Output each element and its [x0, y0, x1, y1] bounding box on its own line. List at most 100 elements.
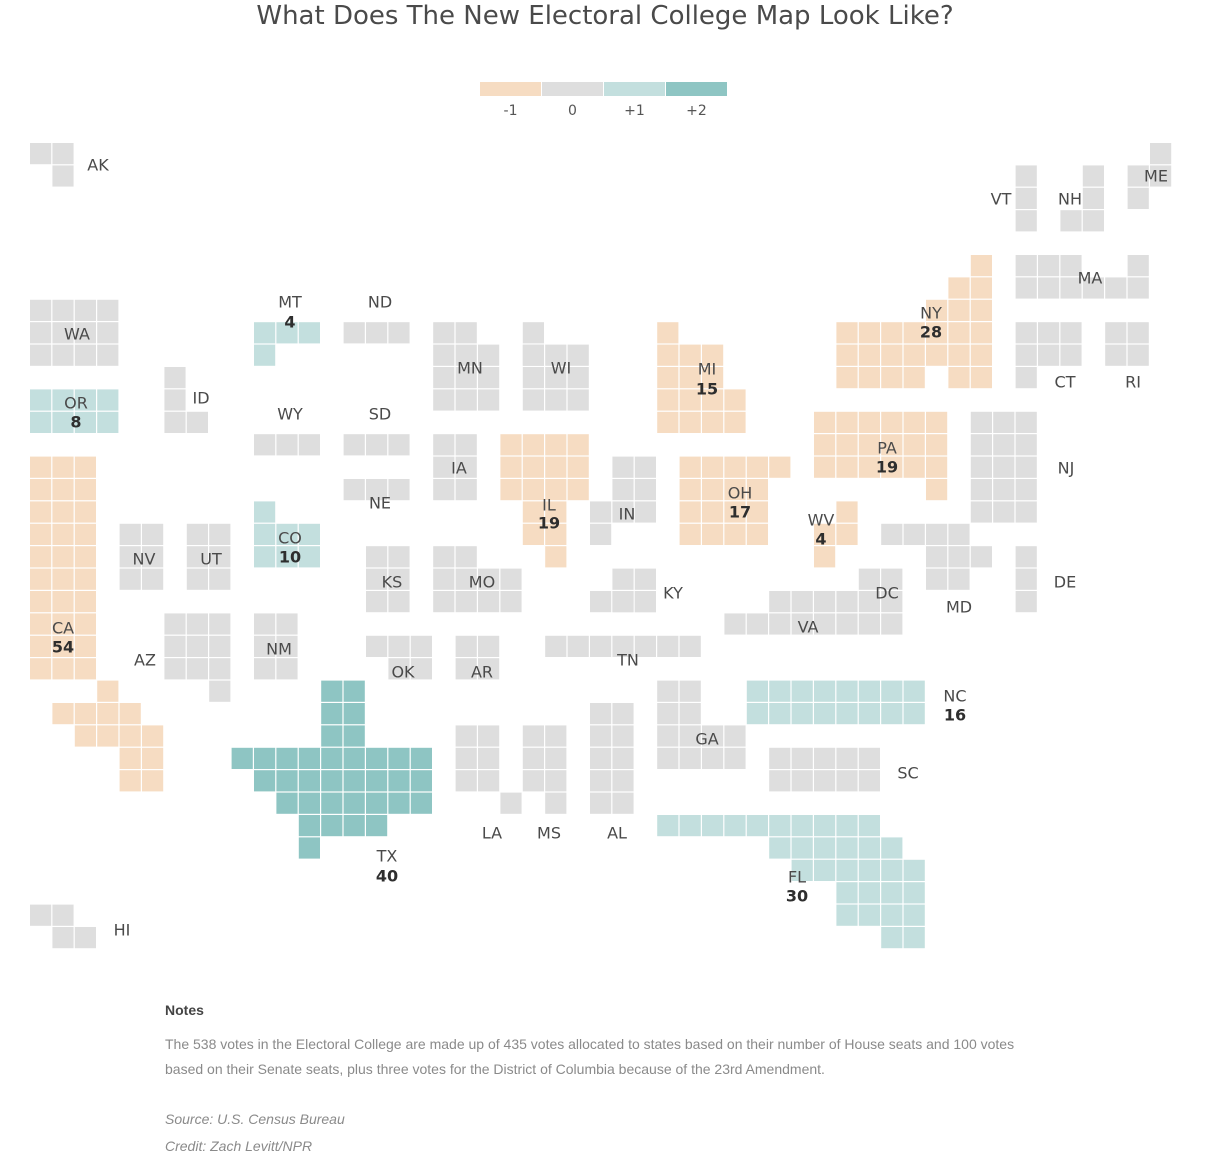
state-ak: AK — [30, 143, 109, 187]
vote-tile — [164, 367, 186, 389]
state-la: LA — [455, 725, 522, 843]
vote-tile — [724, 389, 746, 411]
vote-tile — [612, 456, 634, 478]
state-label: UT — [200, 550, 222, 569]
vote-tile — [1060, 277, 1082, 299]
vote-tile — [881, 456, 903, 478]
vote-tile — [814, 703, 836, 725]
state-label: VT — [991, 190, 1012, 209]
vote-tile — [657, 680, 679, 702]
vote-tile — [1127, 322, 1149, 344]
vote-tile — [1015, 434, 1037, 456]
vote-tile — [388, 591, 410, 613]
vote-tile — [858, 568, 880, 590]
vote-tile — [30, 546, 52, 568]
vote-tile — [836, 815, 858, 837]
vote-tile — [209, 680, 231, 702]
vote-tile — [119, 747, 141, 769]
legend-swatch — [480, 82, 541, 96]
vote-tile — [702, 501, 724, 523]
vote-tile — [836, 837, 858, 859]
vote-tile — [478, 568, 500, 590]
vote-tile — [276, 434, 298, 456]
vote-tile — [970, 456, 992, 478]
vote-tile — [343, 725, 365, 747]
vote-tile — [858, 837, 880, 859]
state-label: DC — [875, 584, 899, 603]
state-ct: CT — [1015, 322, 1082, 392]
vote-tile — [769, 680, 791, 702]
vote-tile — [746, 479, 768, 501]
vote-tile — [97, 703, 119, 725]
vote-tile — [903, 703, 925, 725]
vote-tile — [724, 613, 746, 635]
vote-tile — [433, 434, 455, 456]
vote-tile — [52, 927, 74, 949]
vote-tile — [455, 635, 477, 657]
state-vote-count: 8 — [70, 413, 81, 432]
state-vote-count: 4 — [815, 530, 826, 549]
vote-tile — [881, 523, 903, 545]
vote-tile — [657, 389, 679, 411]
state-label: IL — [542, 496, 556, 515]
vote-tile — [1082, 187, 1104, 209]
vote-tile — [702, 344, 724, 366]
vote-tile — [634, 635, 656, 657]
vote-tile — [343, 815, 365, 837]
vote-tile — [321, 770, 343, 792]
vote-tile — [746, 456, 768, 478]
vote-tile — [567, 389, 589, 411]
legend-label: +2 — [686, 103, 707, 119]
vote-tile — [926, 322, 948, 344]
state-label: TX — [376, 847, 398, 866]
state-label: OR — [64, 394, 88, 413]
state-label: OK — [391, 663, 415, 682]
state-hi: HI — [30, 904, 130, 949]
vote-tile — [298, 523, 320, 545]
vote-tile — [970, 299, 992, 321]
vote-tile — [522, 501, 544, 523]
state-label: TN — [616, 651, 639, 670]
vote-tile — [30, 143, 52, 165]
vote-tile — [612, 591, 634, 613]
vote-tile — [52, 501, 74, 523]
vote-tile — [612, 792, 634, 814]
vote-tile — [455, 344, 477, 366]
vote-tile — [522, 389, 544, 411]
vote-tile — [679, 747, 701, 769]
vote-tile — [74, 389, 96, 411]
vote-tile — [545, 546, 567, 568]
vote-tile — [1015, 344, 1037, 366]
vote-tile — [74, 344, 96, 366]
vote-tile — [366, 770, 388, 792]
vote-tile — [74, 546, 96, 568]
vote-tile — [388, 770, 410, 792]
vote-tile — [881, 591, 903, 613]
vote-tile — [814, 591, 836, 613]
vote-tile — [343, 322, 365, 344]
vote-tile — [948, 322, 970, 344]
vote-tile — [366, 815, 388, 837]
vote-tile — [567, 344, 589, 366]
vote-tile — [478, 367, 500, 389]
vote-tile — [433, 344, 455, 366]
state-label: MI — [698, 360, 717, 379]
vote-tile — [567, 479, 589, 501]
vote-tile — [522, 523, 544, 545]
vote-tile — [814, 546, 836, 568]
vote-tile — [1127, 187, 1149, 209]
vote-tile — [209, 613, 231, 635]
vote-tile — [433, 568, 455, 590]
notes-section: Notes The 538 votes in the Electoral Col… — [165, 1002, 1045, 1160]
vote-tile — [1150, 165, 1172, 187]
vote-tile — [298, 837, 320, 859]
vote-tile — [478, 635, 500, 657]
vote-tile — [858, 322, 880, 344]
vote-tile — [746, 680, 768, 702]
state-ut: UT — [186, 523, 231, 590]
vote-tile — [634, 591, 656, 613]
vote-tile — [97, 411, 119, 433]
